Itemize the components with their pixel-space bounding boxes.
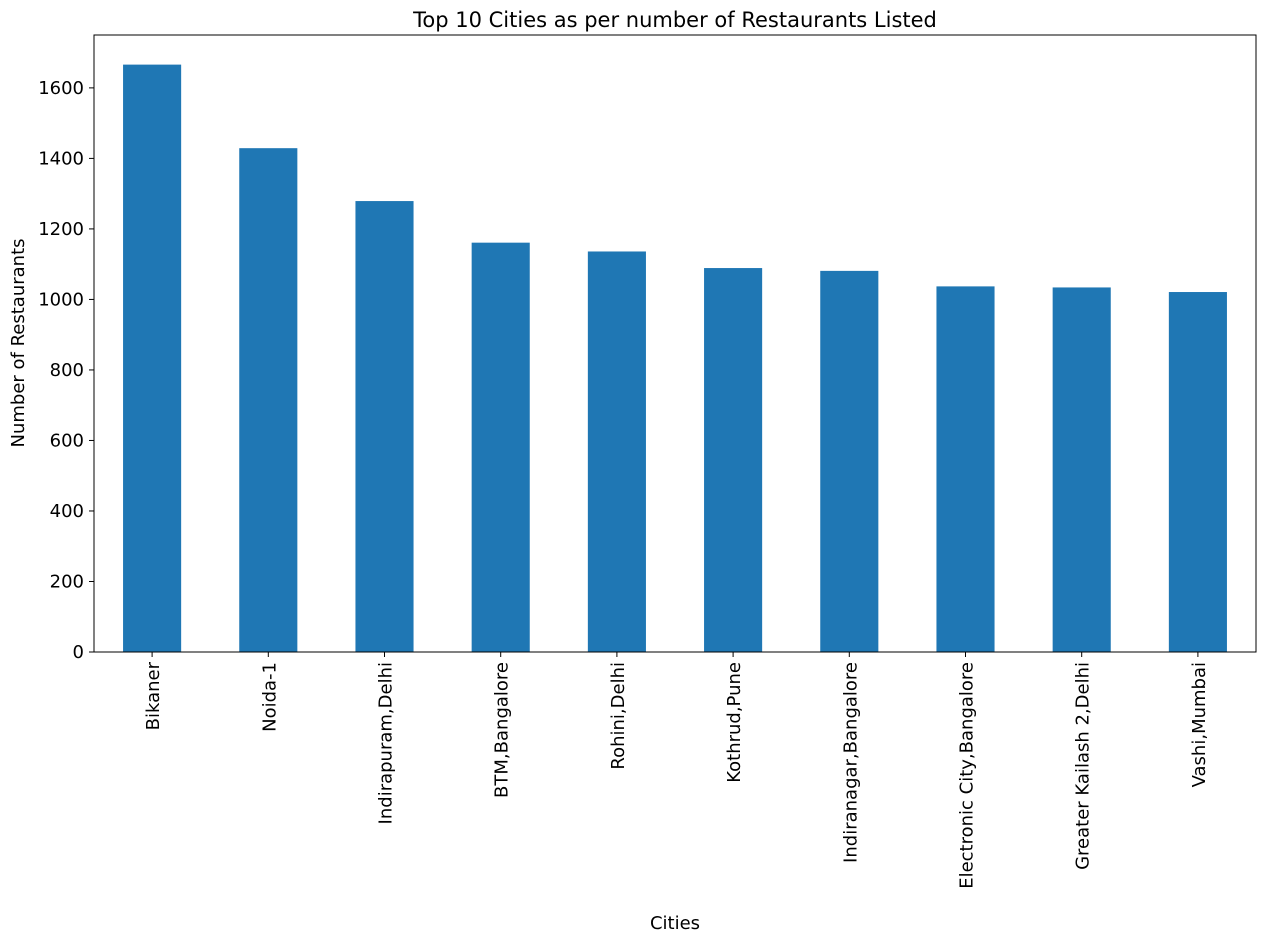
y-tick-label: 800 xyxy=(50,360,84,381)
x-tick-label: Vashi,Mumbai xyxy=(1189,662,1210,787)
chart-title: Top 10 Cities as per number of Restauran… xyxy=(412,8,937,32)
y-tick-label: 1000 xyxy=(38,289,84,310)
x-tick-label: Rohini,Delhi xyxy=(608,662,629,770)
bar xyxy=(123,64,182,653)
y-tick-label: 200 xyxy=(50,571,84,592)
x-tick-label: Indirapuram,Delhi xyxy=(376,662,397,824)
y-axis-ticks: 0 200 400 600 800 1000 1200 1400 1600 xyxy=(38,78,94,663)
bar xyxy=(587,251,646,652)
x-tick-label: Noida-1 xyxy=(259,662,280,732)
bar xyxy=(239,148,298,653)
x-axis-ticks: Bikaner Noida-1 Indirapuram,Delhi BTM,Banga… xyxy=(143,652,1210,889)
x-tick-label: Kothrud,Pune xyxy=(724,662,745,783)
x-tick-label: Electronic City,Bangalore xyxy=(957,662,978,889)
bar xyxy=(1052,287,1111,652)
x-tick-label: Bikaner xyxy=(143,661,164,730)
y-tick-label: 1200 xyxy=(38,219,84,240)
y-axis-label: Number of Restaurants xyxy=(8,238,29,447)
bar xyxy=(355,201,414,652)
y-tick-label: 400 xyxy=(50,501,84,522)
bar xyxy=(471,242,530,653)
y-tick-label: 0 xyxy=(73,642,84,663)
bar xyxy=(1168,292,1227,652)
y-tick-label: 1400 xyxy=(38,148,84,169)
y-tick-label: 600 xyxy=(50,430,84,451)
bar xyxy=(820,270,879,652)
x-tick-label: Greater Kailash 2,Delhi xyxy=(1073,662,1094,870)
bar xyxy=(936,286,995,652)
x-axis-label: Cities xyxy=(650,913,700,934)
bar xyxy=(704,268,763,652)
bars xyxy=(123,64,1227,653)
plot-frame xyxy=(93,34,1257,653)
x-tick-label: Indiranagar,Bangalore xyxy=(840,662,861,863)
y-tick-label: 1600 xyxy=(38,78,84,99)
x-tick-label: BTM,Bangalore xyxy=(492,662,513,798)
